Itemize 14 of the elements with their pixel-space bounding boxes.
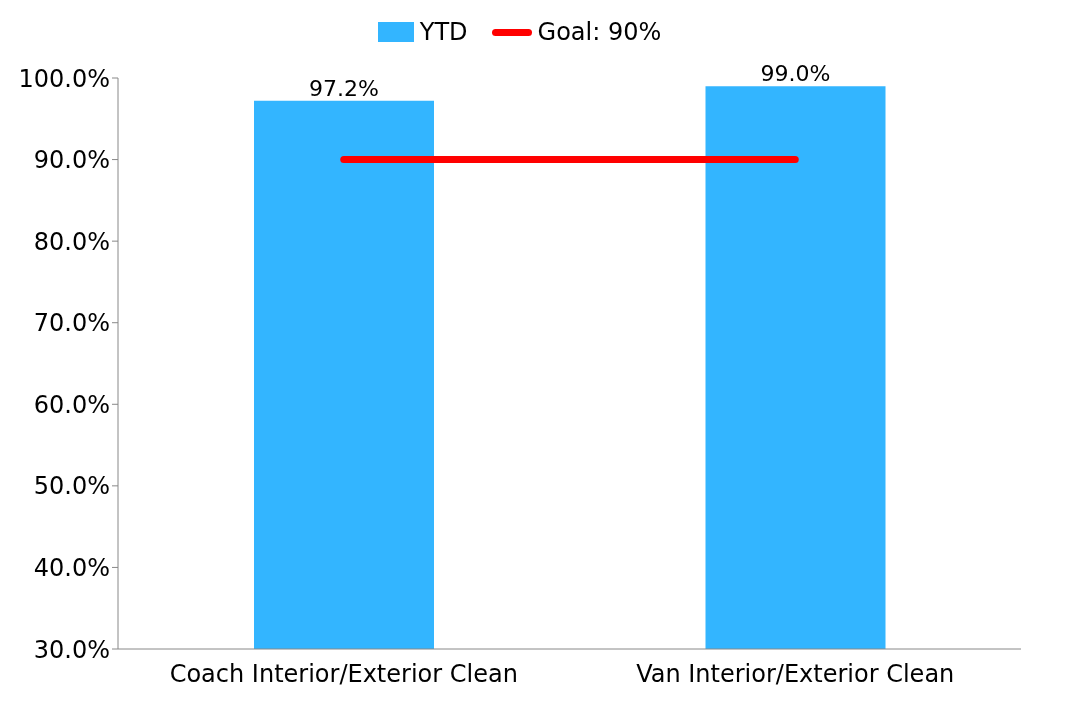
y-tick-label: 70.0% xyxy=(33,309,110,338)
y-tick-label: 90.0% xyxy=(33,146,110,175)
x-tick-label: Coach Interior/Exterior Clean xyxy=(169,660,518,689)
y-tick-label: 80.0% xyxy=(33,227,110,256)
y-tick-label: 50.0% xyxy=(33,472,110,501)
y-tick-label: 100.0% xyxy=(18,64,110,93)
data-label: 97.2% xyxy=(309,75,379,101)
legend-label: YTD xyxy=(419,18,468,46)
data-label: 99.0% xyxy=(760,61,831,87)
y-tick-label: 30.0% xyxy=(33,635,110,664)
y-tick-label: 40.0% xyxy=(33,553,110,582)
y-tick-label: 60.0% xyxy=(33,390,110,419)
x-tick-label: Van Interior/Exterior Clean xyxy=(636,660,955,689)
legend-label: Goal: 90% xyxy=(537,18,662,46)
